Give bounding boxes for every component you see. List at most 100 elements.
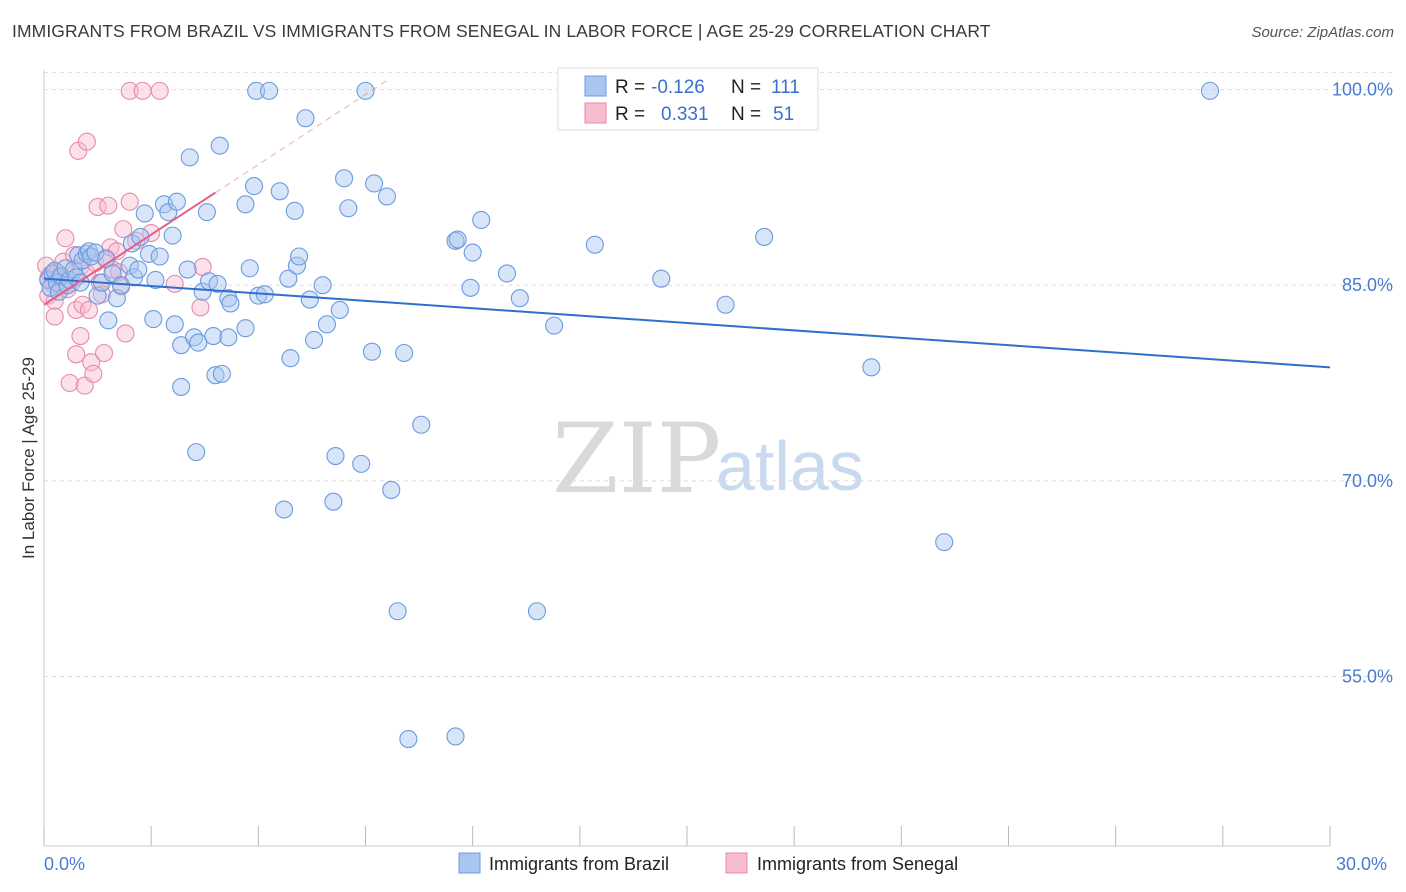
brazil-point <box>382 480 401 500</box>
y-axis-ticks: 55.0% 70.0% 85.0% 100.0% <box>1332 80 1393 687</box>
brazil-point <box>317 315 336 334</box>
brazil-point <box>193 282 212 301</box>
brazil-point <box>652 269 671 288</box>
brazil-point <box>862 358 881 377</box>
brazil-point <box>212 364 231 383</box>
senegal-point <box>84 364 103 383</box>
y-tick-label: 55.0% <box>1342 666 1393 686</box>
legend-r-label-brazil: R = <box>615 77 645 98</box>
senegal-point <box>77 132 96 151</box>
brazil-point <box>461 278 480 297</box>
brazil-point <box>144 310 163 329</box>
senegal-point <box>120 192 139 211</box>
brazil-point <box>395 343 414 363</box>
brazil-point <box>279 269 298 288</box>
brazil-point <box>472 210 491 230</box>
brazil-point <box>326 446 345 466</box>
legend-swatch-senegal <box>584 102 607 124</box>
brazil-point <box>139 244 159 263</box>
brazil-point <box>290 247 309 266</box>
brazil-point <box>377 187 396 206</box>
brazil-point <box>527 602 547 621</box>
senegal-trend-extension <box>215 79 388 194</box>
brazil-point <box>300 290 319 309</box>
brazil-point <box>99 311 118 330</box>
brazil-point <box>197 203 216 222</box>
senegal-point <box>116 324 135 343</box>
brazil-point <box>339 199 358 218</box>
brazil-point <box>296 109 315 128</box>
senegal-point <box>45 307 64 326</box>
brazil-point <box>448 230 467 249</box>
brazil-point <box>219 328 238 347</box>
brazil-point <box>221 294 240 313</box>
brazil-point <box>399 730 418 749</box>
brazil-point <box>352 454 371 473</box>
brazil-trend-line <box>43 277 1331 369</box>
legend-r-value-brazil: -0.126 <box>651 77 705 98</box>
brazil-point <box>270 182 289 201</box>
brazil-point <box>1200 81 1220 100</box>
brazil-point <box>120 256 139 275</box>
brazil-point <box>412 415 431 434</box>
brazil-point <box>163 226 182 245</box>
senegal-point <box>82 353 101 372</box>
brazil-point <box>330 300 349 320</box>
senegal-point <box>120 81 139 100</box>
legend-n-label-brazil: N = <box>731 77 761 98</box>
brazil-point <box>365 174 384 193</box>
series-legend: Immigrants from Brazil Immigrants from S… <box>458 852 958 874</box>
brazil-point <box>545 316 564 335</box>
brazil-series <box>39 81 1220 749</box>
brazil-point <box>259 81 279 100</box>
legend-r-label-senegal: R = <box>615 104 645 125</box>
brazil-point <box>356 81 375 100</box>
senegal-point <box>191 298 210 317</box>
x-axis-ticks <box>43 826 1331 846</box>
brazil-point <box>285 201 304 220</box>
brazil-point <box>240 259 259 278</box>
senegal-point <box>79 300 99 320</box>
brazil-point <box>510 289 529 308</box>
senegal-point <box>165 274 184 293</box>
brazil-point <box>247 81 266 100</box>
brazil-point <box>446 727 465 746</box>
brazil-point <box>165 315 184 334</box>
brazil-point <box>249 286 268 305</box>
brazil-point <box>129 260 148 279</box>
y-axis-label: In Labor Force | Age 25-29 <box>19 357 38 559</box>
watermark-atlas: atlas <box>716 427 864 505</box>
brazil-point <box>716 295 735 314</box>
brazil-point <box>204 327 223 346</box>
brazil-point <box>388 602 407 621</box>
bottom-legend-label-senegal: Immigrants from Senegal <box>757 854 958 874</box>
brazil-point <box>172 377 191 396</box>
senegal-point <box>67 345 86 364</box>
chart-title: IMMIGRANTS FROM BRAZIL VS IMMIGRANTS FRO… <box>12 21 991 41</box>
brazil-point <box>178 260 197 279</box>
brazil-point <box>362 342 381 361</box>
watermark-zip: ZIP <box>552 403 721 515</box>
senegal-trend-line <box>43 191 217 306</box>
brazil-point <box>135 204 154 223</box>
bottom-legend-label-brazil: Immigrants from Brazil <box>489 854 669 874</box>
senegal-point <box>56 229 75 248</box>
legend-swatch-brazil <box>584 75 607 97</box>
brazil-point <box>146 270 165 290</box>
brazil-point <box>497 264 517 283</box>
brazil-point <box>167 192 186 211</box>
correlation-legend: R = -0.126 N = 111 R = 0.331 N = 51 <box>557 67 819 131</box>
senegal-point <box>60 373 79 393</box>
brazil-point <box>335 169 354 188</box>
brazil-point <box>463 243 482 262</box>
bottom-legend-swatch-senegal <box>725 852 748 874</box>
brazil-point <box>150 247 169 266</box>
legend-n-value-senegal: 51 <box>773 104 794 125</box>
brazil-point <box>208 274 227 293</box>
brazil-point <box>275 500 294 519</box>
senegal-point <box>150 81 169 100</box>
brazil-point <box>755 227 774 246</box>
senegal-point <box>114 220 133 239</box>
brazil-point <box>180 148 199 167</box>
